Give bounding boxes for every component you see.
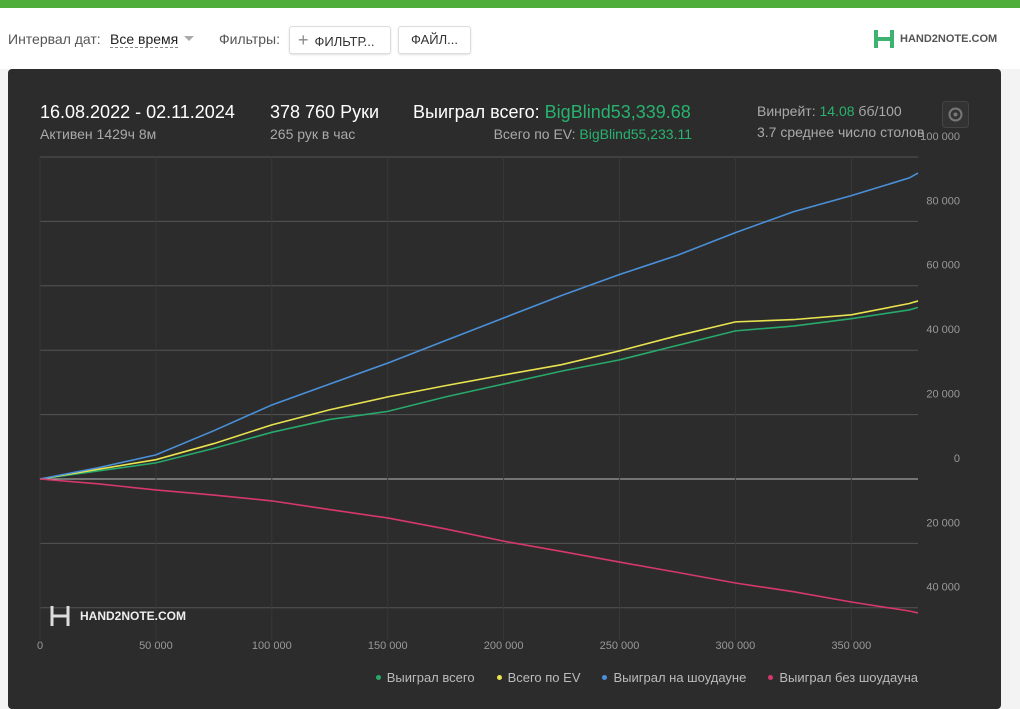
winrate-unit: бб/100 bbox=[858, 103, 902, 119]
logo-text: HAND2NOTE.COM bbox=[900, 33, 998, 45]
filters-label: Фильтры: bbox=[219, 31, 280, 47]
period: 16.08.2022 - 02.11.2024 bbox=[40, 102, 235, 122]
x-tick-label: 350 000 bbox=[831, 640, 871, 652]
y-tick-label: 100 000 bbox=[920, 131, 960, 143]
legend-dot bbox=[602, 675, 608, 680]
legend-item[interactable]: Всего по EV bbox=[496, 670, 581, 685]
x-tick-label: 250 000 bbox=[600, 640, 640, 652]
x-tick-label: 200 000 bbox=[484, 640, 524, 652]
tables: 3.7 среднее число столов bbox=[757, 124, 925, 140]
y-tick-label: 0 bbox=[954, 453, 960, 465]
legend-item[interactable]: Выиграл без шоудауна bbox=[768, 670, 918, 685]
series-line bbox=[39, 300, 919, 480]
toolbar bbox=[0, 8, 1020, 69]
legend-dot bbox=[496, 675, 502, 680]
logo-icon bbox=[874, 30, 894, 48]
file-button[interactable]: ФАЙЛ... bbox=[398, 26, 471, 54]
series-line bbox=[39, 172, 919, 480]
legend-label: Выиграл без шоудауна bbox=[779, 670, 918, 685]
winrate-label: Винрейт: bbox=[757, 103, 816, 119]
settings-button[interactable] bbox=[942, 101, 969, 128]
legend-label: Всего по EV bbox=[507, 670, 581, 685]
watermark-text: HAND2NOTE.COM bbox=[80, 609, 186, 623]
won-total: Выиграл всего: BigBlind53,339.68 bbox=[413, 102, 691, 123]
filter-button-text: ФИЛЬТР... bbox=[314, 34, 375, 49]
hands: 378 760 Руки bbox=[270, 102, 380, 122]
date-select[interactable]: Все время bbox=[110, 31, 179, 48]
legend-dot bbox=[768, 675, 774, 680]
won-label: Выиграл всего: bbox=[413, 102, 540, 122]
top-bar bbox=[0, 0, 1020, 8]
y-tick-label: 40 000 bbox=[926, 582, 960, 594]
x-tick-label: 0 bbox=[37, 640, 43, 652]
legend-dot bbox=[375, 675, 381, 680]
y-tick-label: 60 000 bbox=[926, 260, 960, 272]
series-line bbox=[39, 478, 919, 614]
stats-panel bbox=[8, 69, 1001, 709]
y-tick-label: 40 000 bbox=[926, 324, 960, 336]
x-tick-label: 300 000 bbox=[716, 640, 756, 652]
winrate: Винрейт: 14.08 бб/100 bbox=[757, 103, 902, 119]
x-tick-label: 100 000 bbox=[252, 640, 292, 652]
dropdown-arrow bbox=[184, 36, 194, 41]
y-tick-label: 80 000 bbox=[926, 195, 960, 207]
x-tick-label: 50 000 bbox=[139, 640, 173, 652]
filter-button[interactable]: + ФИЛЬТР... bbox=[289, 26, 391, 54]
legend-label: Выиграл на шоудауне bbox=[613, 670, 747, 685]
ev-value: BigBlind55,233.11 bbox=[579, 126, 692, 142]
ev-total: Всего по EV: BigBlind55,233.11 bbox=[494, 126, 692, 142]
y-tick-label: 20 000 bbox=[926, 517, 960, 529]
winrate-value: 14.08 bbox=[819, 103, 855, 119]
ev-label: Всего по EV: bbox=[493, 126, 576, 142]
date-label: Интервал дат: bbox=[8, 31, 101, 47]
y-tick-label: 20 000 bbox=[926, 389, 960, 401]
legend-item[interactable]: Выиграл всего bbox=[375, 670, 475, 685]
x-tick-label: 150 000 bbox=[368, 640, 408, 652]
legend-label: Выиграл всего bbox=[386, 670, 475, 685]
series-line bbox=[39, 306, 919, 480]
active-time: Активен 1429ч 8м bbox=[40, 126, 157, 142]
won-value: BigBlind53,339.68 bbox=[544, 102, 691, 122]
watermark: HAND2NOTE.COM bbox=[50, 606, 186, 626]
legend: Выиграл всего Всего по EV Выиграл на шоуда… bbox=[375, 670, 918, 685]
legend-item[interactable]: Выиграл на шоудауне bbox=[602, 670, 746, 685]
hands-per-hour: 265 рук в час bbox=[270, 126, 356, 142]
